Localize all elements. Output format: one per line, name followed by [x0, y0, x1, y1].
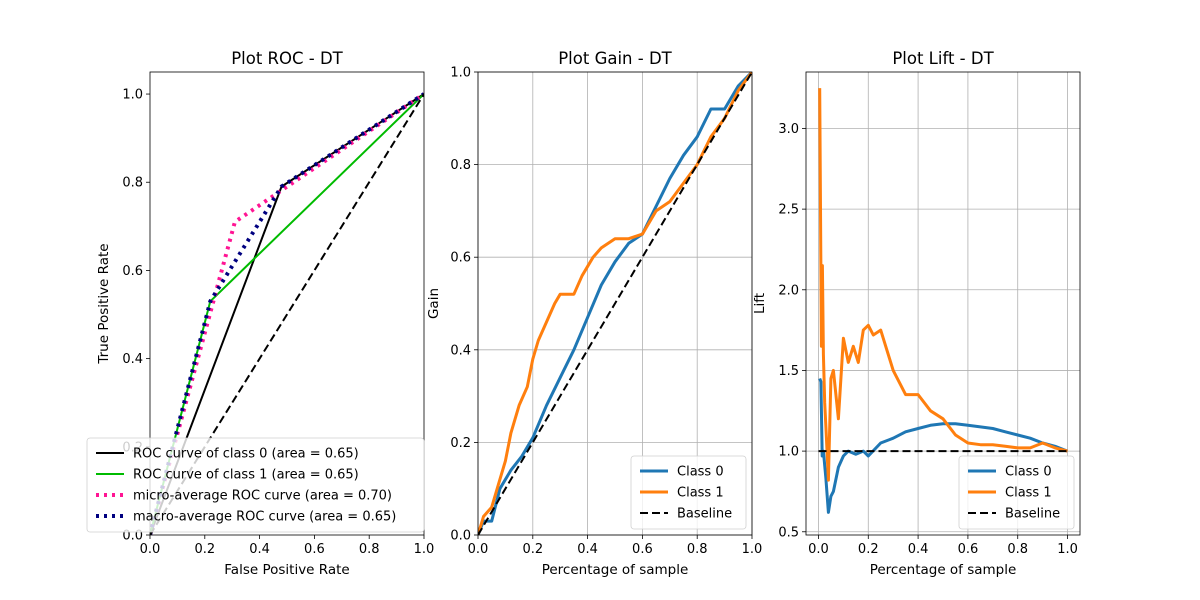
y-tick-label: 2.0	[778, 283, 799, 298]
legend-label: Class 1	[677, 486, 724, 501]
subplot-2: 0.0 0.2 0.4 0.6 0.8 1.0 0.0 0.2 0.4 0.6 0.8 1.0 Plot…	[426, 49, 762, 578]
legend-label: ROC curve of class 1 (area = 0.65)	[133, 468, 359, 483]
y-tick-label: 1.0	[122, 88, 143, 103]
baseline-line	[478, 72, 752, 535]
y-axis-label: True Positive Rate	[96, 243, 112, 364]
x-tick-label: 0.8	[1007, 542, 1028, 557]
class-0-line	[818, 377, 1069, 514]
chart-title: Plot Lift - DT	[892, 49, 994, 68]
y-tick-label: 0.5	[778, 525, 799, 540]
x-tick-label: 1.0	[414, 542, 435, 557]
legend-label: Class 0	[1005, 465, 1052, 480]
legend-box	[86, 437, 425, 533]
y-tick-label: 0.6	[450, 251, 471, 266]
x-tick-label: 0.4	[249, 542, 270, 557]
x-tick-label: 1.0	[742, 542, 763, 557]
x-tick-label: 0.6	[304, 542, 325, 557]
x-tick-label: 0.2	[858, 542, 879, 557]
plot-area	[478, 72, 752, 535]
class-1-line	[818, 88, 1068, 482]
x-axis-label: False Positive Rate	[224, 562, 349, 578]
y-tick-label: 0.4	[450, 343, 471, 358]
x-tick-label: 0.6	[632, 542, 653, 557]
y-axis-label: Lift	[752, 293, 768, 314]
y-tick-label: 1.5	[778, 364, 799, 379]
legend-label: micro-average ROC curve (area = 0.70)	[133, 489, 392, 504]
y-tick-label: 0.2	[450, 436, 471, 451]
y-tick-label: 0.0	[450, 529, 471, 544]
class-1-line	[478, 72, 752, 535]
legend-label: Baseline	[1005, 507, 1060, 522]
subplot-3: 0.0 0.2 0.4 0.6 0.8 1.0 0.5 1.0 1.5 2.0 2.5 3.0 Plot…	[752, 49, 1081, 578]
x-tick-label: 0.8	[687, 542, 708, 557]
y-tick-label: 2.5	[778, 203, 799, 218]
legend-label: Class 1	[1005, 486, 1052, 501]
macro-average-roc-curve-area-0-65-line	[150, 92, 424, 535]
x-tick-label: 0.2	[194, 542, 215, 557]
x-axis-label: Percentage of sample	[870, 562, 1017, 578]
legend: Class 0 Class 1 Baseline	[958, 455, 1075, 530]
x-tick-label: 0.8	[359, 542, 380, 557]
legend-label: Class 0	[677, 465, 724, 480]
x-tick-label: 0.0	[468, 542, 489, 557]
y-tick-label: 0.6	[122, 264, 143, 279]
axes-frame	[477, 71, 753, 536]
x-tick-label: 0.0	[808, 542, 829, 557]
x-tick-label: 0.4	[577, 542, 598, 557]
chart-title: Plot ROC - DT	[231, 49, 343, 68]
x-tick-label: 0.0	[140, 542, 161, 557]
x-tick-label: 0.4	[908, 542, 929, 557]
legend-label: Baseline	[677, 507, 732, 522]
x-axis-label: Percentage of sample	[542, 562, 689, 578]
y-tick-label: 0.4	[122, 352, 143, 367]
class-0-line	[478, 72, 752, 535]
axes-frame	[149, 71, 425, 536]
legend-box	[630, 455, 747, 530]
y-tick-label: 3.0	[778, 122, 799, 137]
x-tick-label: 1.0	[1057, 542, 1078, 557]
x-tick-label: 0.2	[522, 542, 543, 557]
subplot-1: 0.00.20.40.60.81.00.00.20.40.60.81.0Plot…	[86, 49, 435, 578]
y-tick-label: 0.8	[450, 158, 471, 173]
y-tick-label: 0.8	[122, 176, 143, 191]
chart-title: Plot Gain - DT	[558, 49, 672, 68]
axes-frame	[805, 71, 1081, 536]
y-tick-label: 1.0	[450, 66, 471, 81]
legend-box	[958, 455, 1075, 530]
y-axis-label: Gain	[426, 288, 442, 319]
legend-label: ROC curve of class 0 (area = 0.65)	[133, 447, 359, 462]
x-tick-label: 0.6	[958, 542, 979, 557]
legend: ROC curve of class 0 (area = 0.65) ROC cu…	[86, 437, 425, 533]
legend-label: macro-average ROC curve (area = 0.65)	[133, 510, 396, 525]
y-tick-label: 1.0	[778, 445, 799, 460]
legend: Class 0 Class 1 Baseline	[630, 455, 747, 530]
plot-area	[818, 88, 1069, 514]
